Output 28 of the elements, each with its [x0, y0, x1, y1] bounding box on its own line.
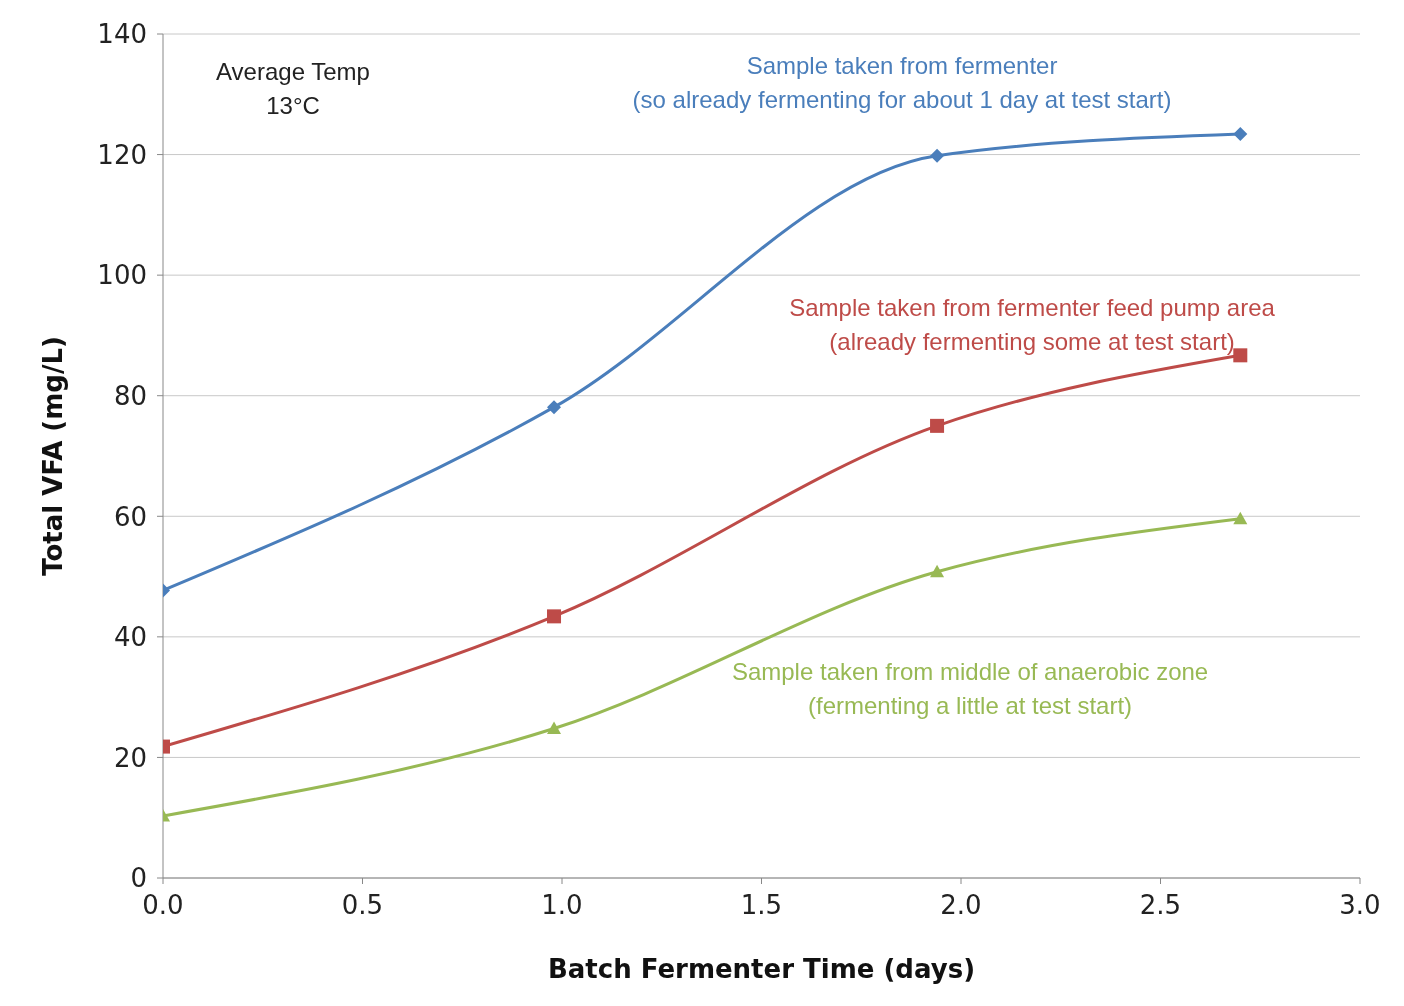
x-axis-title: Batch Fermenter Time (days) [547, 954, 976, 984]
x-tick-label: 2.5 [1139, 890, 1182, 921]
point [547, 400, 562, 415]
point [930, 564, 945, 578]
y-tick-label: 140 [97, 19, 147, 50]
x-tick-label: 2.0 [940, 890, 982, 921]
y-tick-label: 80 [113, 380, 147, 411]
x-tick-label: 3.0 [1339, 890, 1381, 921]
x-tick-label: 1.0 [541, 890, 583, 921]
series-label: Sample taken from fermenter (so already fermenting for about 1 day at test start) [632, 51, 1172, 113]
point [1233, 348, 1248, 363]
y-tick-label: 100 [97, 260, 147, 291]
y-tick-label: 120 [97, 139, 147, 170]
series-label: Sample taken from middle of anaerobic zone (fermenting a little at test start) [731, 657, 1209, 719]
point [930, 148, 945, 163]
x-tick-label: 0.5 [341, 890, 384, 921]
point [547, 721, 562, 735]
point [930, 418, 945, 433]
y-tick-label: 20 [113, 742, 147, 773]
point [547, 609, 562, 624]
point [1233, 511, 1248, 525]
x-tick-label: 1.5 [740, 890, 783, 921]
point [1233, 127, 1248, 142]
annotation: Average Temp 13°C [216, 58, 370, 119]
y-axis-title: Total VFA (mg/L) [38, 336, 69, 576]
series-label: Sample taken from fermenter feed pump area (already fermenting some at test start) [789, 293, 1276, 355]
y-tick-label: 60 [113, 501, 147, 532]
y-tick-label: 40 [113, 622, 147, 653]
